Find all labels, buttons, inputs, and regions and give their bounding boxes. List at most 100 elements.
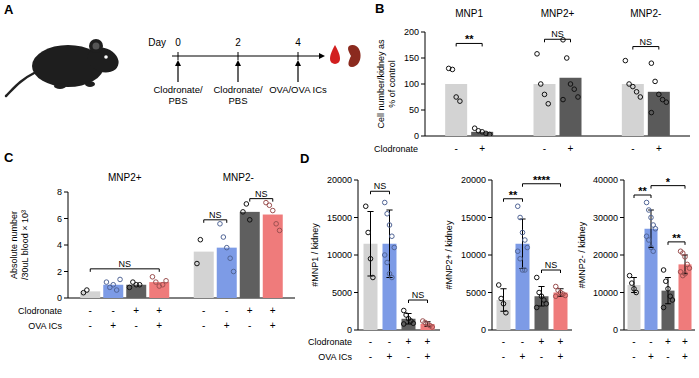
data-point bbox=[515, 249, 520, 254]
event-arrowhead bbox=[175, 60, 181, 66]
row-value: + bbox=[224, 320, 230, 331]
data-point bbox=[515, 204, 520, 209]
error-bar bbox=[367, 212, 373, 277]
y-tick bbox=[620, 292, 624, 293]
y-tick bbox=[620, 217, 624, 218]
data-point bbox=[218, 222, 223, 227]
day-number: 0 bbox=[175, 37, 181, 48]
significance-bracket bbox=[204, 220, 227, 223]
data-point bbox=[649, 110, 654, 115]
data-point bbox=[496, 283, 501, 288]
data-point bbox=[387, 223, 392, 228]
bar bbox=[628, 285, 641, 330]
data-point bbox=[274, 222, 279, 227]
panel-a: ADay024Clodronate/PBSClodronate/PBSOVA/O… bbox=[4, 2, 361, 106]
chart-2: D#MNP1 / kidney05000100001500020000Clodr… bbox=[300, 151, 440, 362]
significance-bracket bbox=[545, 39, 571, 42]
y-tick bbox=[64, 218, 68, 219]
data-point bbox=[401, 308, 406, 313]
figure: ADay024Clodronate/PBSClodronate/PBSOVA/O… bbox=[0, 0, 699, 378]
data-point bbox=[390, 275, 395, 280]
data-point bbox=[241, 210, 246, 215]
category-label: MNP2+ bbox=[108, 172, 142, 183]
row-value: + bbox=[110, 320, 116, 331]
significance-label: ** bbox=[465, 33, 474, 45]
data-point bbox=[572, 87, 577, 92]
y-tick-label: 15000 bbox=[461, 213, 486, 223]
significance-label: NS bbox=[412, 290, 425, 300]
data-point bbox=[631, 84, 636, 89]
row-value: + bbox=[682, 351, 688, 362]
data-point bbox=[563, 293, 568, 298]
event-label: PBS bbox=[228, 95, 247, 106]
y-tick-label: 0 bbox=[57, 293, 62, 303]
day-tick bbox=[238, 52, 239, 60]
data-point bbox=[454, 95, 459, 100]
y-tick bbox=[64, 298, 68, 299]
row-value: - bbox=[521, 336, 524, 347]
data-point bbox=[371, 275, 376, 280]
row-value: - bbox=[388, 336, 391, 347]
row-value: + bbox=[568, 143, 574, 154]
data-point bbox=[646, 238, 651, 243]
data-point bbox=[228, 256, 233, 261]
y-tick-label: 5000 bbox=[332, 288, 352, 298]
row-value: - bbox=[502, 351, 505, 362]
y-tick bbox=[488, 217, 492, 218]
data-point bbox=[638, 95, 643, 100]
bar bbox=[662, 291, 675, 330]
bar bbox=[554, 293, 568, 331]
data-point bbox=[518, 256, 523, 261]
significance-label: ** bbox=[638, 185, 647, 197]
row-value: + bbox=[665, 336, 671, 347]
chart-4: #MNP2- / kidney010000200003000040000--++… bbox=[577, 175, 695, 362]
row-label: Clodronate bbox=[18, 306, 62, 316]
y-tick-label: 40000 bbox=[593, 175, 618, 185]
bar bbox=[679, 264, 692, 330]
data-point bbox=[244, 202, 249, 207]
row-value: - bbox=[502, 336, 505, 347]
data-point bbox=[198, 237, 203, 242]
y-tick-label: 200 bbox=[404, 27, 419, 37]
y-tick bbox=[421, 58, 425, 59]
y-tick-label: 0 bbox=[414, 131, 419, 141]
bar bbox=[445, 84, 467, 136]
data-point bbox=[649, 215, 654, 220]
data-point bbox=[661, 268, 666, 273]
event-arrow bbox=[297, 65, 298, 82]
row-value: - bbox=[632, 336, 635, 347]
data-point bbox=[499, 296, 504, 301]
data-point bbox=[385, 211, 390, 216]
row-value: + bbox=[270, 320, 276, 331]
y-tick-label: 0 bbox=[481, 325, 486, 335]
data-point bbox=[85, 288, 90, 293]
y-tick-label: 6 bbox=[57, 214, 62, 224]
significance-label: NS bbox=[255, 189, 268, 199]
plot-marks bbox=[80, 200, 283, 298]
y-tick-label: 30000 bbox=[593, 213, 618, 223]
y-tick bbox=[421, 84, 425, 85]
row-value: + bbox=[156, 320, 162, 331]
row-value: - bbox=[666, 351, 669, 362]
y-axis-label: #MNP1 / kidney bbox=[310, 223, 320, 287]
row-value: - bbox=[407, 351, 410, 362]
error-bar bbox=[386, 210, 392, 278]
y-tick bbox=[354, 330, 358, 331]
significance-label: NS bbox=[209, 210, 222, 220]
significance-label: ** bbox=[509, 189, 518, 201]
data-point bbox=[534, 275, 539, 280]
data-point bbox=[270, 208, 275, 213]
error-bar bbox=[500, 289, 506, 312]
event-arrowhead bbox=[235, 60, 241, 66]
significance-label: **** bbox=[533, 174, 551, 186]
data-point bbox=[657, 92, 662, 97]
y-tick bbox=[421, 110, 425, 111]
data-point bbox=[670, 298, 675, 303]
data-point bbox=[150, 275, 155, 280]
data-point bbox=[385, 260, 390, 265]
row-value: + bbox=[270, 305, 276, 316]
data-point bbox=[649, 61, 654, 66]
plot-marks bbox=[445, 38, 670, 137]
bar bbox=[560, 78, 582, 136]
bar bbox=[263, 215, 283, 298]
